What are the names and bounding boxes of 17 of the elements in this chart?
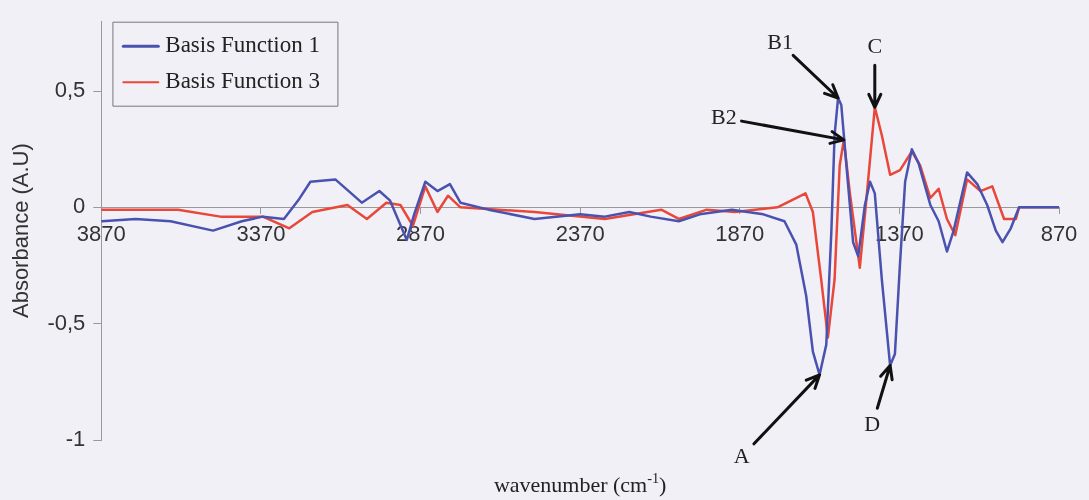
y-tick-label: 0,5 [54,77,86,103]
y-tick-label: -1 [65,426,86,452]
x-tick-label: 3370 [236,220,286,246]
y-axis-title: Absorbance (A.U) [8,143,34,319]
y-tick-label: 0 [73,193,86,219]
legend-label: Basis Function 3 [165,68,320,94]
annotation: B2 [711,103,737,129]
legend-label: Basis Function 1 [165,32,320,58]
x-tick-label: 870 [1040,220,1078,246]
annotation: B1 [767,28,793,54]
y-tick-label: -0,5 [47,309,86,335]
annotation: A [733,442,750,468]
x-tick-label: 1870 [715,220,765,246]
x-tick-label: 3870 [76,220,126,246]
x-tick-label: 2370 [555,220,605,246]
annotation: C [867,33,883,59]
annotation: D [864,411,881,437]
